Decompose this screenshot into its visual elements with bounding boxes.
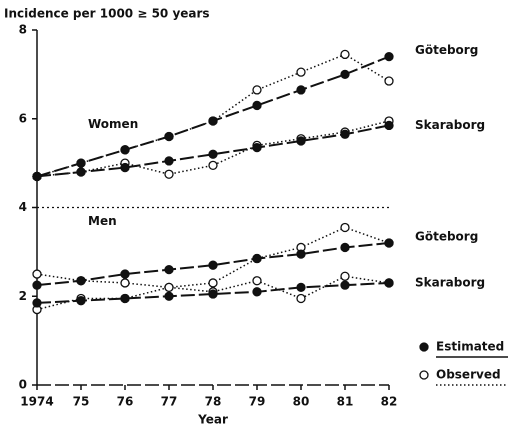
estimated-point (120, 293, 130, 304)
estimated-point (208, 116, 218, 126)
observed-point (340, 222, 350, 233)
estimated-point (32, 298, 42, 308)
x-tick-label: 81 (337, 395, 354, 409)
observed-point (252, 85, 262, 95)
estimated-point (76, 158, 86, 168)
legend-label: Estimated (436, 340, 504, 354)
group-label: Men (88, 214, 117, 228)
observed-point (296, 293, 306, 304)
observed-point (296, 67, 306, 77)
estimated-point (164, 291, 174, 301)
estimated-point (208, 149, 218, 159)
estimated-point (296, 85, 306, 95)
legend-marker (419, 342, 429, 352)
estimated-point (340, 280, 350, 290)
series-label: Göteborg (415, 230, 478, 244)
y-tick-label: 2 (19, 289, 27, 303)
x-tick-label: 79 (249, 395, 266, 409)
estimated-point (164, 264, 174, 275)
estimated-point (296, 282, 306, 293)
estimated-point (384, 51, 394, 62)
x-tick-label: 82 (381, 395, 398, 409)
estimated-point (296, 249, 306, 259)
estimated-point (76, 167, 86, 177)
x-tick-label: 1974 (20, 395, 53, 409)
chart-title: Incidence per 1000 ≥ 50 years (4, 7, 210, 21)
series-label: Skaraborg (415, 275, 485, 289)
observed-point (208, 160, 218, 170)
estimated-point (340, 129, 350, 139)
observed-point (208, 278, 218, 288)
series-label: Skaraborg (415, 118, 485, 132)
estimated-point (164, 156, 174, 166)
estimated-point (32, 280, 42, 290)
estimated-point (252, 142, 262, 153)
x-tick-label: 80 (293, 395, 310, 409)
estimated-point (252, 100, 262, 111)
estimated-point (208, 260, 218, 270)
x-axis-label: Year (197, 413, 228, 427)
observed-point (32, 269, 42, 279)
y-tick-label: 0 (19, 378, 27, 392)
observed-point (252, 276, 262, 286)
estimated-line (36, 281, 390, 304)
y-tick-label: 4 (19, 200, 27, 214)
estimated-point (384, 278, 394, 288)
estimated-point (208, 289, 218, 299)
x-tick-label: 76 (117, 395, 134, 409)
estimated-point (76, 296, 86, 306)
observed-point (340, 271, 350, 281)
x-tick-label: 75 (73, 395, 90, 409)
series-label: Göteborg (415, 43, 478, 57)
observed-point (340, 49, 350, 60)
estimated-point (120, 162, 130, 173)
estimated-point (164, 131, 174, 142)
estimated-point (340, 69, 350, 80)
legend-marker (419, 370, 429, 380)
estimated-point (120, 269, 130, 279)
observed-point (120, 278, 130, 288)
estimated-point (252, 253, 262, 264)
x-tick-label: 77 (161, 395, 178, 409)
observed-point (164, 169, 174, 179)
estimated-point (32, 171, 42, 182)
y-tick-label: 6 (19, 111, 27, 125)
observed-point (384, 76, 394, 86)
estimated-point (384, 238, 394, 248)
estimated-point (384, 120, 394, 131)
x-tick-label: 78 (205, 395, 222, 409)
y-tick-label: 8 (19, 23, 27, 37)
estimated-line (36, 124, 390, 178)
estimated-point (296, 136, 306, 146)
observed-line (36, 275, 390, 311)
observed-point (164, 282, 174, 293)
group-label: Women (88, 117, 138, 131)
estimated-point (252, 287, 262, 297)
estimated-point (340, 242, 350, 253)
estimated-point (76, 276, 86, 286)
estimated-point (120, 145, 130, 155)
legend-label: Observed (436, 368, 501, 382)
estimated-line (36, 242, 390, 287)
